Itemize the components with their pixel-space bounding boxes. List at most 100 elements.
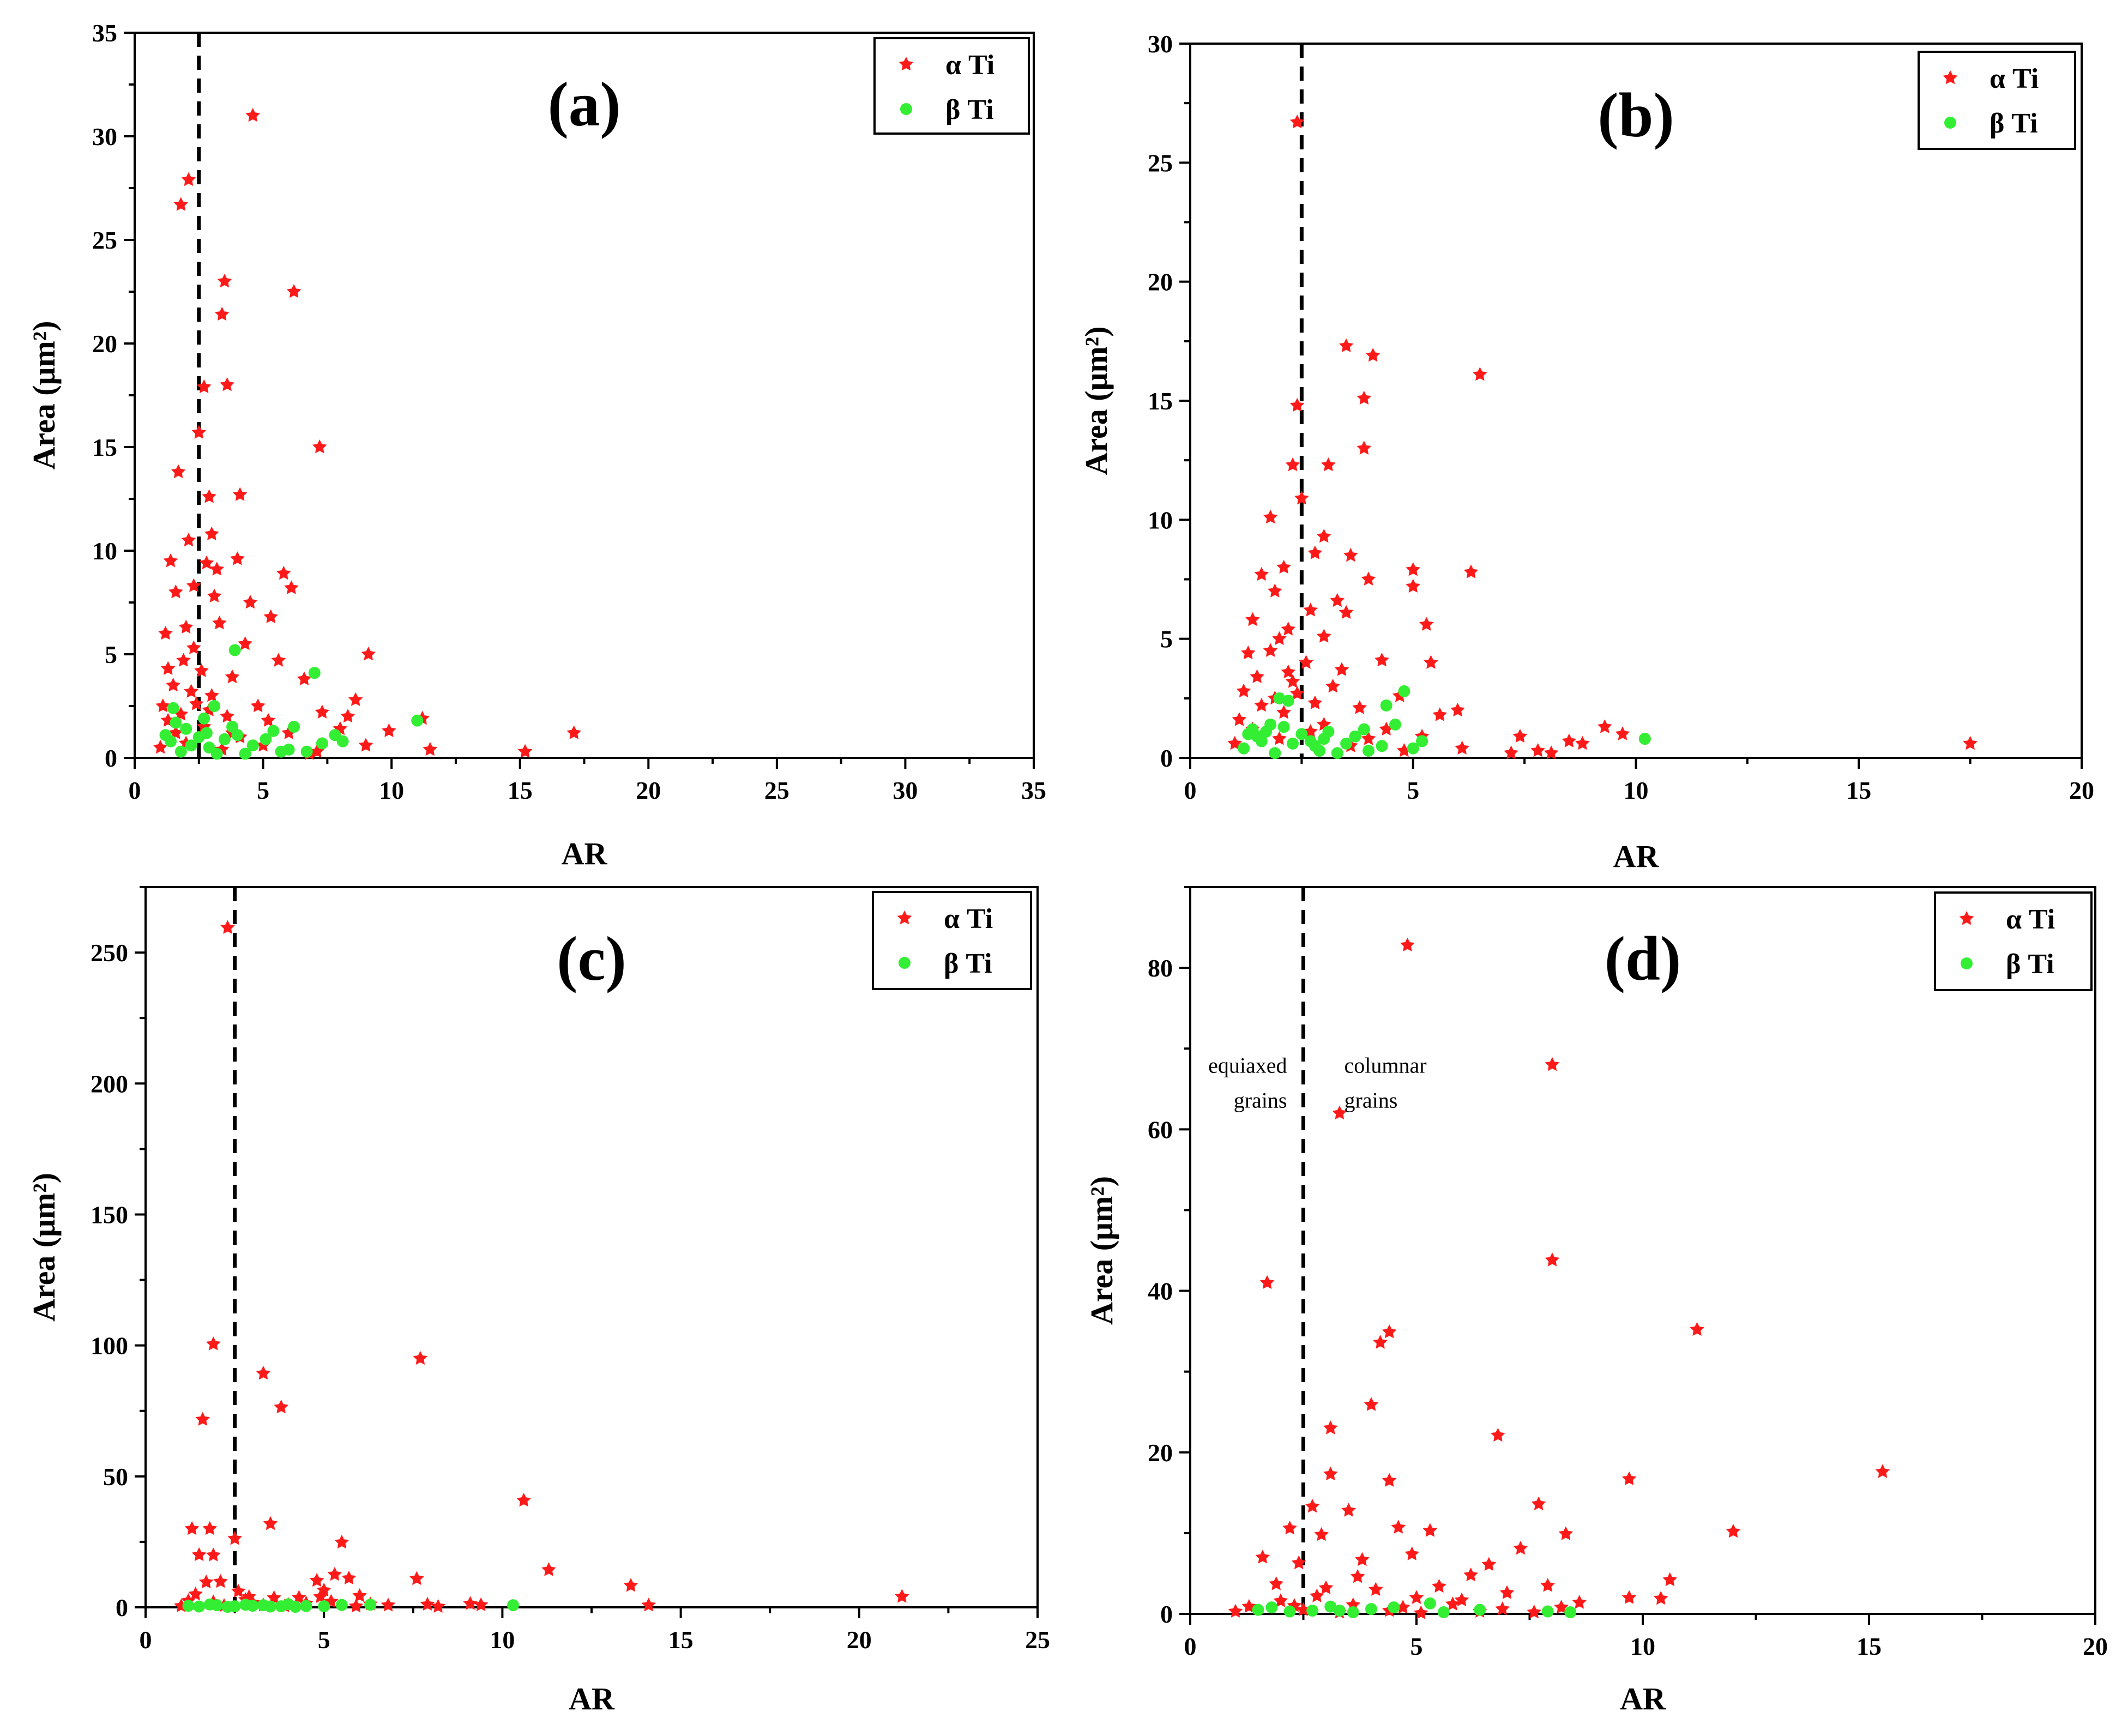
data-point (1545, 1057, 1560, 1071)
data-point (1283, 1605, 1296, 1618)
data-point (232, 487, 248, 501)
data-point (1316, 528, 1331, 543)
y-tick-label: 15 (1148, 387, 1173, 415)
y-axis-label: Area (μm²) (26, 1173, 62, 1322)
annotation-left: equiaxed (1208, 1053, 1287, 1078)
x-tick-label: 15 (1856, 1632, 1882, 1660)
data-point (246, 739, 259, 752)
panel-title: (c) (557, 924, 626, 993)
data-point (210, 748, 223, 760)
data-point (413, 1351, 428, 1365)
data-point (185, 739, 197, 752)
data-point (1350, 1569, 1365, 1583)
data-point (309, 1573, 324, 1587)
data-point (1321, 457, 1336, 472)
data-point (1357, 390, 1372, 405)
data-point (1437, 1606, 1450, 1619)
data-point (212, 616, 227, 630)
plot-frame (144, 886, 1039, 1608)
y-tick-label: 15 (92, 433, 117, 461)
data-point (1690, 1322, 1704, 1336)
y-tick-label: 150 (91, 1201, 128, 1228)
data-point (204, 688, 219, 702)
data-point (1334, 662, 1349, 676)
data-point (275, 1600, 287, 1613)
data-point (250, 698, 266, 713)
data-point (1454, 1592, 1469, 1607)
data-point (1424, 1597, 1436, 1610)
legend: α Ti β Ti (1934, 891, 2093, 991)
data-point (1361, 571, 1376, 586)
legend-marker (897, 911, 912, 925)
data-point (1406, 578, 1421, 593)
data-point (409, 1571, 424, 1585)
x-tick-label: 5 (318, 1626, 330, 1654)
x-axis-label: AR (1613, 839, 1660, 874)
data-point (213, 1574, 228, 1588)
data-point (1304, 735, 1317, 748)
data-point (463, 1596, 478, 1610)
data-point (220, 377, 234, 391)
panel-d: 0 5 10 15 20 0 20 40 60 80 AR Area (μm²) (d) equiaxed… (1084, 886, 2108, 1716)
x-tick-label: 20 (636, 776, 661, 804)
y-tick-label: 5 (1160, 625, 1173, 653)
series-beta-ti (182, 1598, 520, 1613)
data-point (1541, 1605, 1554, 1618)
data-point (208, 700, 221, 712)
data-point (1531, 1496, 1546, 1510)
data-point (1499, 1585, 1515, 1599)
y-tick-label: 25 (92, 226, 117, 254)
data-point (1491, 1427, 1505, 1442)
data-point (288, 721, 300, 733)
y-tick-label: 20 (1148, 268, 1173, 296)
y-tick-label: 0 (1160, 1600, 1173, 1628)
legend-label: α Ti (2006, 904, 2055, 935)
data-point (199, 555, 214, 570)
data-point (315, 704, 330, 719)
data-point (1365, 1603, 1377, 1616)
data-point (1474, 1604, 1486, 1616)
y-tick-label: 200 (91, 1070, 128, 1098)
data-point (218, 733, 231, 745)
data-point (1347, 1606, 1359, 1619)
data-point (1245, 612, 1260, 626)
data-point (158, 626, 173, 640)
x-tick-label: 30 (893, 776, 918, 804)
data-point (1382, 1473, 1397, 1487)
data-point (1445, 1596, 1460, 1611)
data-point (1236, 683, 1251, 698)
data-point (1558, 1526, 1574, 1540)
y-tick-label: 40 (1148, 1277, 1173, 1305)
data-point (178, 619, 194, 634)
data-point (381, 1598, 396, 1612)
data-point (382, 723, 396, 737)
series-beta-ti (159, 644, 424, 760)
series-beta-ti (1252, 1597, 1577, 1619)
data-point (167, 702, 179, 714)
data-point (1391, 1520, 1406, 1534)
x-tick-label: 20 (2083, 1632, 2108, 1660)
legend: α Ti β Ti (1918, 51, 2076, 150)
data-point (313, 1589, 328, 1604)
data-point (516, 1493, 531, 1507)
data-point (195, 1412, 210, 1426)
legend-label: α Ti (944, 903, 993, 935)
x-tick-label: 15 (1846, 776, 1871, 804)
data-point (1407, 742, 1419, 755)
data-point (1540, 1578, 1555, 1592)
legend-label: β Ti (945, 94, 994, 125)
data-point (1323, 1466, 1338, 1481)
data-point (173, 197, 189, 211)
data-point (1726, 1523, 1741, 1538)
panel-title: (a) (547, 70, 620, 139)
data-point (308, 667, 321, 679)
data-point (245, 108, 260, 122)
data-point (348, 1599, 364, 1613)
data-point (186, 578, 201, 592)
data-point (1273, 1593, 1288, 1607)
data-point (1638, 733, 1651, 745)
x-tick-label: 10 (1630, 1632, 1655, 1660)
data-point (1432, 707, 1448, 721)
data-point (348, 692, 363, 706)
